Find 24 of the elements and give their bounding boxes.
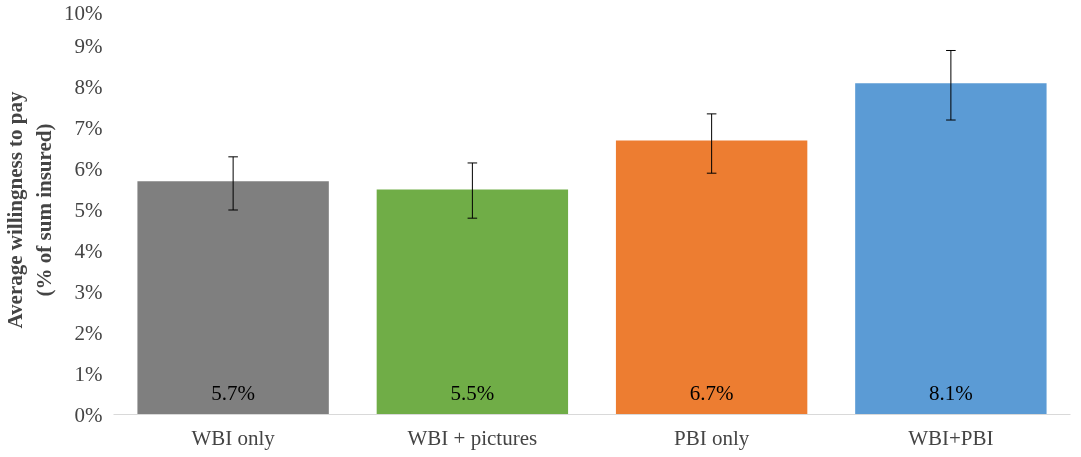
- x-tick-label: WBI only: [191, 425, 276, 450]
- bar: [137, 181, 329, 415]
- y-axis-title: Average willingness to pay (% of sum insured): [3, 90, 57, 329]
- bar: [615, 140, 808, 415]
- bar: [376, 189, 569, 415]
- y-tick-label: 2%: [74, 320, 103, 345]
- bar: [855, 83, 1047, 415]
- data-label: 5.7%: [211, 380, 255, 405]
- x-tick-label: WBI+PBI: [908, 425, 994, 450]
- y-tick-label: 6%: [74, 157, 103, 182]
- y-tick-label: 10%: [64, 0, 103, 25]
- x-tick-label: WBI + pictures: [407, 425, 538, 450]
- y-tick-label: 5%: [74, 198, 103, 222]
- y-tick-label: 8%: [74, 75, 103, 100]
- y-tick-label: 9%: [74, 34, 103, 59]
- y-tick-label: 1%: [74, 361, 103, 386]
- y-tick-label: 3%: [74, 279, 103, 304]
- y-tick-label: 0%: [74, 402, 103, 427]
- y-tick-label: 4%: [74, 238, 103, 263]
- data-label: 8.1%: [929, 380, 973, 405]
- data-label: 6.7%: [689, 380, 734, 405]
- data-label: 5.5%: [450, 380, 495, 405]
- y-tick-label: 7%: [74, 116, 103, 141]
- x-tick-label: PBI only: [673, 425, 750, 450]
